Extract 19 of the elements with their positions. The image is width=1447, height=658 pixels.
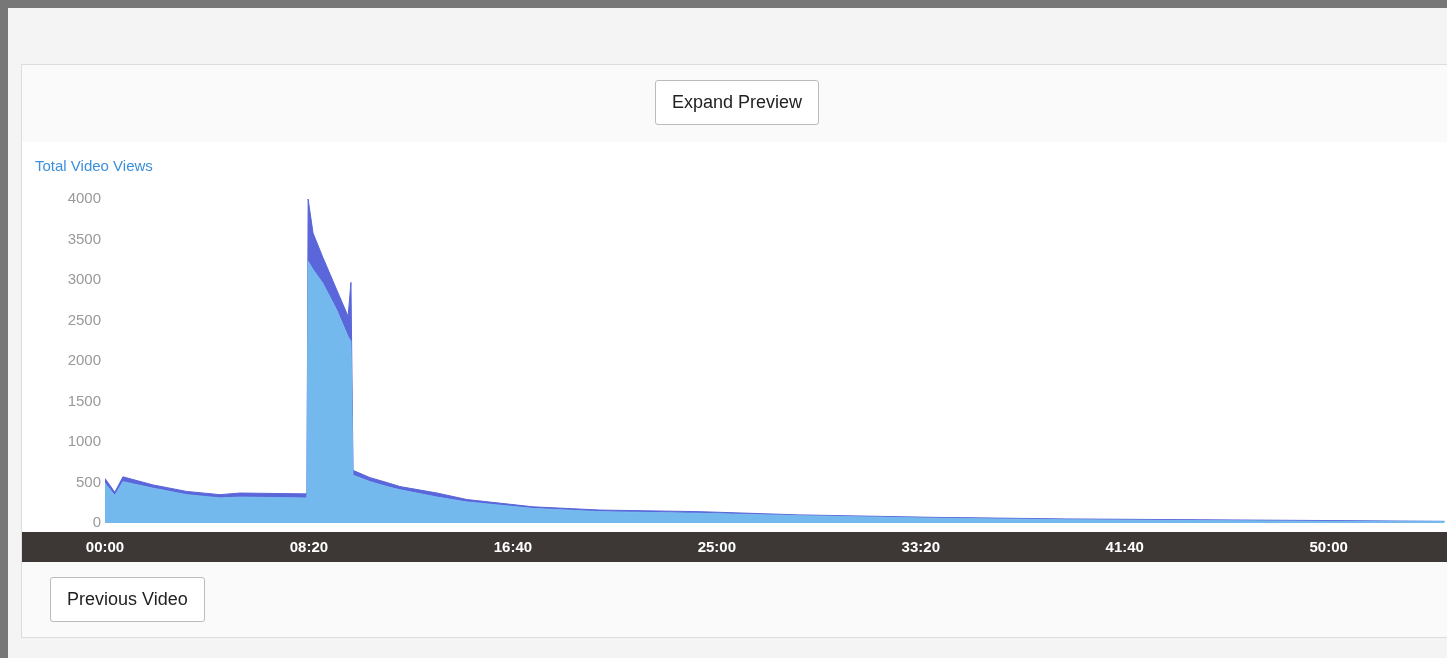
x-tick-label: 33:20 <box>901 538 940 556</box>
y-tick-label: 1000 <box>67 432 101 450</box>
y-tick-label: 500 <box>75 472 101 490</box>
y-tick-label: 2500 <box>67 310 101 328</box>
y-tick-label: 1500 <box>67 391 101 409</box>
y-tick-label: 4000 <box>67 189 101 207</box>
button: Previous Video <box>50 577 205 622</box>
y-tick-label: 3000 <box>67 270 101 288</box>
y-axis-title: Total Video Views <box>35 157 153 175</box>
x-tick-label: 16:40 <box>493 538 533 556</box>
x-tick-label: 25:00 <box>697 538 737 556</box>
y-tick-label: 0 <box>92 513 101 531</box>
x-tick-label: 50:00 <box>1309 538 1348 556</box>
y-tick-label: 2000 <box>67 351 101 369</box>
x-tick-label: 00:00 <box>85 538 125 556</box>
y-tick-label: 3500 <box>67 229 101 247</box>
x-tick-label: 08:20 <box>289 538 329 556</box>
x-tick-label: 41:40 <box>1105 538 1144 556</box>
button: Expand Preview <box>655 80 820 125</box>
